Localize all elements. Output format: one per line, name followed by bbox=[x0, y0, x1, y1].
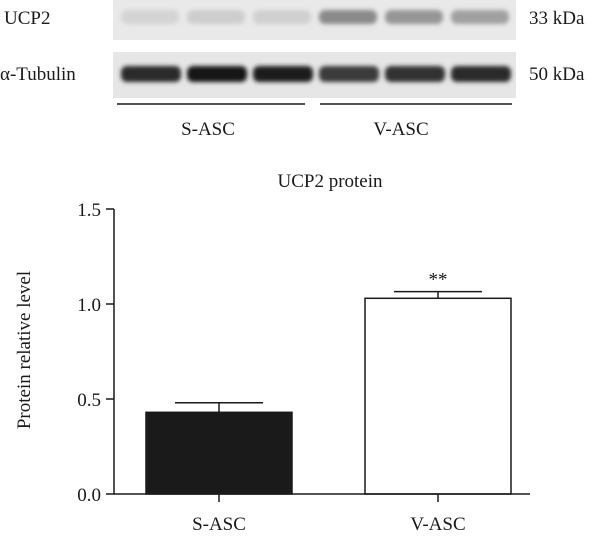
y-tick-label: 0.0 bbox=[77, 485, 101, 506]
blot-group-label-s-asc: S-ASC bbox=[181, 119, 235, 140]
tubulin-band bbox=[187, 66, 247, 82]
bar-s-asc bbox=[145, 411, 293, 495]
blot-strip-ucp2 bbox=[113, 0, 516, 40]
y-tick-label: 1.5 bbox=[77, 200, 101, 221]
blot-mw-tubulin: 50 kDa bbox=[529, 64, 585, 85]
blot-row-label-tubulin: α-Tubulin bbox=[0, 64, 76, 85]
ucp2-band bbox=[121, 10, 179, 24]
western-blot: UCP2 α-Tubulin 33 kDa 50 kDa S-ASC V-ASC bbox=[0, 0, 585, 140]
bars: ** bbox=[145, 270, 512, 495]
y-axis-label: Protein relative level bbox=[14, 271, 35, 429]
blot-group-label-v-asc: V-ASC bbox=[373, 119, 428, 140]
ucp2-band bbox=[319, 10, 377, 24]
significance-marker: ** bbox=[429, 270, 448, 291]
tubulin-band bbox=[451, 66, 511, 82]
chart-title: UCP2 protein bbox=[277, 171, 383, 192]
bar-chart: UCP2 protein Protein relative level 0.00… bbox=[14, 171, 530, 535]
ucp2-bands bbox=[121, 10, 509, 24]
ucp2-band bbox=[385, 10, 443, 24]
tubulin-bands bbox=[121, 66, 511, 82]
x-tick-label: S-ASC bbox=[192, 514, 246, 535]
x-ticks: S-ASC V-ASC bbox=[114, 493, 530, 535]
tubulin-band bbox=[319, 66, 379, 82]
tubulin-band bbox=[385, 66, 445, 82]
y-ticks: 0.0 0.5 1.0 1.5 bbox=[77, 200, 114, 506]
tubulin-band bbox=[121, 66, 181, 82]
ucp2-band bbox=[253, 10, 311, 24]
ucp2-band bbox=[187, 10, 245, 24]
bar-v-asc bbox=[364, 297, 512, 495]
ucp2-band bbox=[451, 10, 509, 24]
x-tick-label: V-ASC bbox=[410, 514, 465, 535]
blot-mw-ucp2: 33 kDa bbox=[529, 8, 585, 29]
y-tick-label: 0.5 bbox=[77, 390, 101, 411]
y-tick-label: 1.0 bbox=[77, 295, 101, 316]
tubulin-band bbox=[253, 66, 313, 82]
blot-row-label-ucp2: UCP2 bbox=[4, 8, 50, 29]
